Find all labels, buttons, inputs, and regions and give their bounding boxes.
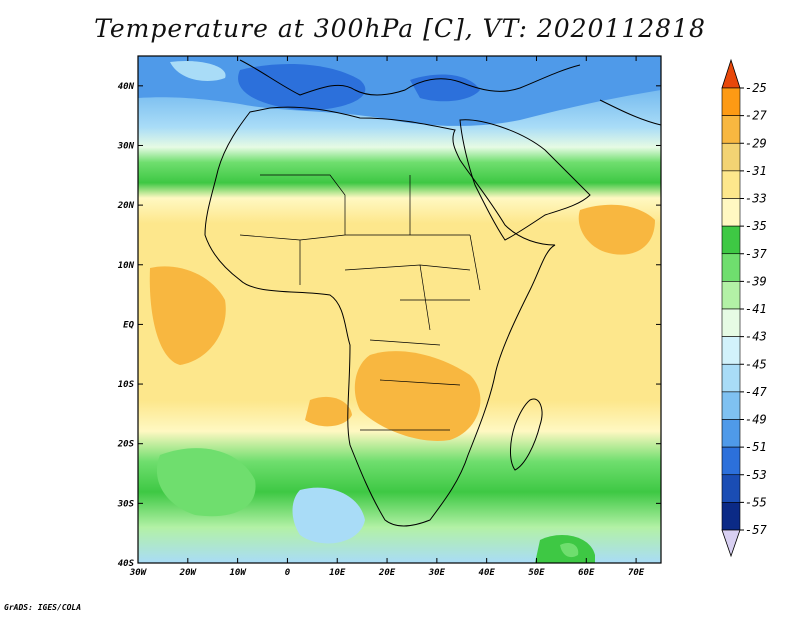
colorbar-segment: [721, 170, 741, 199]
lon-tick-label: 20W: [179, 568, 198, 578]
arabia-outline: [459, 119, 591, 241]
lat-tick-label: 10S: [118, 380, 135, 390]
colorbar-segment: [721, 391, 741, 420]
colorbar-segment: [721, 419, 741, 448]
colorbar-label: -25: [745, 81, 767, 95]
madagascar-outline: [510, 398, 543, 471]
cold-patch-south: [292, 487, 365, 544]
lon-tick-label: 40E: [479, 568, 496, 578]
colorbar: -25 -27 -29 -31 -33 -35 -37 -39 -41 -43 -45 -47 -49 -…: [721, 58, 767, 558]
colorbar-label: -43: [745, 330, 767, 344]
lat-tick-label: 40N: [118, 82, 135, 92]
longitude-axis: 30W 20W 10W 0 10E 20E 30E 40E 50E 60E 70E: [129, 56, 645, 578]
lon-tick-label: 10W: [229, 568, 247, 578]
colorbar-label: -47: [745, 385, 767, 399]
lon-tick-label: 10E: [329, 568, 346, 578]
colorbar-segment: [721, 363, 741, 393]
cold-core-east-med: [410, 74, 480, 102]
colorbar-segment: [721, 225, 741, 255]
warm-patch-southern-africa: [354, 351, 481, 441]
lon-tick-label: 60E: [578, 568, 595, 578]
map-frame: [137, 55, 662, 564]
grads-credit: GrADS: IGES/COLA: [4, 603, 82, 612]
colorbar-label: -51: [745, 440, 767, 454]
cool-patch-south-atlantic: [156, 448, 256, 517]
coastlines: [204, 59, 662, 527]
colorbar-segment: [721, 446, 741, 476]
colorbar-label: -49: [745, 413, 767, 427]
colorbar-segment: [721, 281, 741, 310]
lat-tick-label: 20S: [117, 440, 135, 450]
colorbar-label: -45: [745, 357, 767, 371]
lat-tick-label: 40S: [118, 559, 135, 569]
warm-patch-angola: [305, 396, 352, 427]
lat-tick-label: 30N: [117, 141, 135, 151]
lat-tick-label: 10N: [118, 261, 135, 271]
colorbar-label: -31: [745, 164, 767, 178]
colorbar-label: -41: [745, 302, 767, 316]
lon-tick-label: 0: [285, 568, 291, 578]
colorbar-bottom-arrow: [721, 529, 741, 558]
lon-tick-label: 50E: [528, 568, 545, 578]
colorbar-label: -33: [745, 192, 767, 206]
europe-outline: [239, 59, 662, 126]
lat-tick-label: 20N: [117, 201, 135, 211]
lon-tick-label: 20E: [378, 568, 396, 578]
lon-tick-label: 70E: [628, 568, 645, 578]
colorbar-segment: [721, 308, 741, 337]
political-borders: [239, 174, 481, 431]
colorbar-label: -35: [745, 219, 767, 233]
warm-patch-arabian-sea: [578, 204, 655, 255]
cool-core-southeast: [560, 543, 579, 558]
cold-core-mediterranean: [238, 64, 366, 111]
map-title: Temperature at 300hPa [C], VT: 202011281…: [94, 14, 706, 43]
colorbar-label: -55: [745, 495, 767, 509]
lat-tick-label: EQ: [123, 320, 134, 330]
colorbar-segment: [721, 253, 741, 282]
temperature-field: [138, 56, 661, 563]
colorbar-segment: [721, 87, 741, 116]
colorbar-label: -27: [745, 109, 767, 123]
colorbar-segment: [721, 115, 741, 144]
colorbar-segment: [721, 142, 741, 172]
lon-tick-label: 30W: [129, 568, 148, 578]
africa-coastline: [204, 106, 556, 527]
colorbar-label: -57: [745, 523, 767, 537]
lat-tick-label: 30S: [117, 499, 135, 509]
colorbar-label: -29: [745, 136, 767, 150]
latitude-axis: 40N 30N 20N 10N EQ 10S 20S 30S 40S: [117, 82, 661, 569]
colorbar-segment: [721, 336, 741, 365]
lon-tick-label: 30E: [428, 568, 446, 578]
warm-patch-atlantic: [149, 266, 226, 365]
cold-patch-west: [170, 60, 226, 81]
colorbar-segment: [721, 198, 741, 227]
colorbar-label: -37: [745, 247, 767, 261]
colorbar-segment: [721, 474, 741, 503]
colorbar-label: -39: [745, 274, 767, 288]
colorbar-segment: [721, 502, 741, 531]
colorbar-top-arrow: [721, 58, 741, 89]
colorbar-label: -53: [745, 468, 767, 482]
